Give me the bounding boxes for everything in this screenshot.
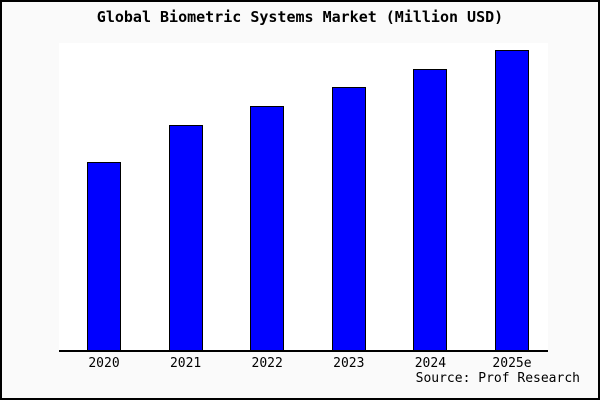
bar-2024 [413,69,448,350]
x-axis-label-2022: 2022 [251,356,283,371]
x-axis-label-2023: 2023 [333,356,365,371]
bar-2022 [250,106,285,350]
x-axis-label-2020: 2020 [88,356,120,371]
plot-area [59,43,548,352]
bar-2025e [495,50,529,350]
bar-2023 [331,87,366,350]
x-axis-labels: 2020 2021 2022 2023 2024 2025e [59,356,548,374]
bar-2020 [87,162,121,350]
bar-2021 [168,125,203,350]
x-axis-label-2024: 2024 [414,356,447,371]
source-credit: Source: Prof Research [415,371,580,386]
x-axis-label-2021: 2021 [169,356,202,371]
chart-title: Global Biometric Systems Market (Million… [96,8,504,26]
x-axis-label-2025e: 2025e [492,356,532,371]
